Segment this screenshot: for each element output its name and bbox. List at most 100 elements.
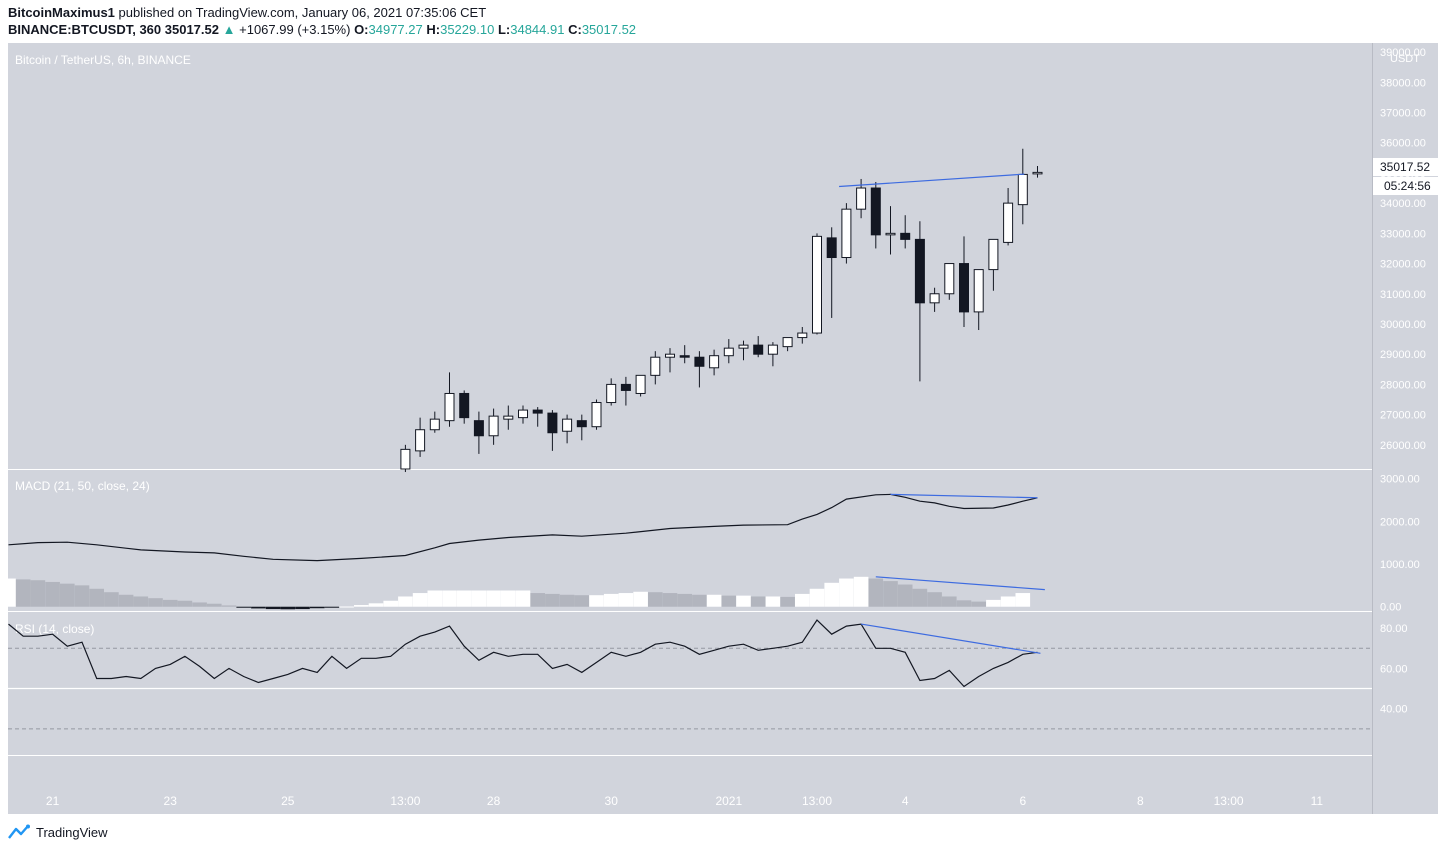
macd-panel-title: MACD (21, 50, close, 24) [15, 479, 150, 493]
macd-histogram-bar [412, 593, 428, 607]
candle-body [518, 409, 528, 419]
macd-histogram-bar [765, 596, 781, 607]
macd-histogram-bar [545, 593, 560, 607]
time-tick-label: 2021 [715, 794, 742, 808]
candle-body [812, 235, 822, 334]
high-value: 35229.10 [440, 22, 495, 37]
candle-body [620, 383, 631, 391]
rsi-tick-label: 60.00 [1380, 663, 1408, 675]
time-tick-label: 13:00 [390, 794, 420, 808]
macd-histogram-bar [956, 600, 972, 607]
time-axis-ticks: 21 23 25 13:00 28 30 2021 13:00 4 6 8 13:00 11 [46, 794, 1323, 808]
macd-histogram-bar [45, 581, 60, 607]
high-label: H: [426, 22, 441, 37]
price-tick-label: 28000.00 [1380, 379, 1426, 391]
candle-body [429, 418, 440, 431]
publisher-name[interactable]: BitcoinMaximus1 [8, 5, 115, 20]
candle-body [576, 420, 587, 428]
macd-histogram-bar [89, 588, 104, 607]
macd-histogram-bar [162, 599, 178, 607]
candle-body [1032, 171, 1043, 175]
macd-histogram [1, 576, 1031, 610]
time-axis[interactable] [8, 756, 1372, 814]
macd-histogram-bar [501, 590, 516, 607]
footer-brand[interactable]: TradingView [8, 824, 108, 840]
macd-histogram-bar [795, 593, 810, 607]
macd-histogram-bar [618, 593, 634, 607]
candle-body [459, 392, 470, 419]
macd-histogram-bar [30, 580, 46, 607]
publish-info: BitcoinMaximus1 published on TradingView… [8, 5, 486, 20]
macd-histogram-bar [236, 606, 251, 608]
candle-body [547, 412, 558, 434]
close-value: 35017.52 [581, 22, 637, 37]
time-tick-label: 30 [605, 794, 619, 808]
macd-histogram-bar [442, 590, 457, 607]
time-tick-label: 6 [1019, 794, 1026, 808]
candle-body [473, 420, 484, 437]
tradingview-logo-icon [8, 824, 30, 839]
macd-line-group [8, 493, 1038, 562]
macd-histogram-bar [839, 578, 854, 607]
price-tick-label: 37000.00 [1380, 107, 1426, 119]
macd-histogram-bar [74, 585, 90, 607]
candle-body [929, 293, 940, 304]
candles [400, 148, 1043, 473]
close-label: C: [568, 22, 582, 37]
macd-histogram-bar [589, 595, 604, 607]
rsi-panel[interactable] [8, 612, 1372, 755]
macd-axis-ticks: 0.00 1000.00 2000.00 3000.00 [1380, 474, 1420, 614]
candle-body [914, 238, 925, 304]
candle-body [665, 353, 675, 358]
macd-histogram-bar [721, 595, 737, 607]
macd-histogram-bar [677, 593, 692, 607]
time-tick-label: 11 [1311, 794, 1324, 808]
macd-histogram-bar [265, 606, 281, 610]
trendlines[interactable] [839, 171, 1379, 654]
macd-histogram-bar [368, 603, 384, 607]
price-panel[interactable] [8, 43, 1372, 469]
macd-panel[interactable] [8, 470, 1372, 611]
macd-histogram-bar [339, 606, 354, 608]
macd-histogram-bar [809, 588, 825, 607]
macd-histogram-bar [427, 590, 443, 607]
price-tick-label: 33000.00 [1380, 228, 1426, 240]
price-tick-label: 34000.00 [1380, 198, 1426, 210]
macd-histogram-bar [780, 596, 795, 607]
triangle-up-icon: ▲ [222, 22, 236, 37]
time-tick-label: 8 [1137, 794, 1144, 808]
macd-histogram-bar [309, 606, 325, 609]
candle-body [709, 355, 720, 369]
time-tick-label: 13:00 [802, 794, 832, 808]
candle-body [723, 347, 734, 357]
candle-body [841, 208, 852, 259]
low-label: L: [497, 22, 511, 37]
macd-histogram-bar [1, 578, 16, 607]
macd-histogram-bar [60, 583, 75, 607]
macd-histogram-bar [971, 601, 986, 607]
time-tick-label: 25 [281, 794, 295, 808]
macd-histogram-bar [662, 593, 678, 607]
candle-body [488, 415, 499, 437]
macd-histogram-bar [324, 606, 340, 608]
macd-histogram-bar [15, 579, 31, 607]
time-tick-label: 21 [46, 794, 60, 808]
macd-histogram-bar [912, 588, 928, 607]
macd-histogram-bar [471, 590, 487, 607]
macd-tick-label: 1000.00 [1380, 559, 1420, 571]
symbol-label: BINANCE:BTCUSDT, 360 [8, 22, 162, 37]
macd-tick-label: 3000.00 [1380, 474, 1420, 486]
time-tick-label: 13:00 [1214, 794, 1244, 808]
candle-body [694, 356, 705, 367]
open-label: O: [354, 22, 369, 37]
price-trendline [839, 173, 1025, 188]
candle-body [885, 232, 896, 236]
candle-body [650, 356, 661, 376]
last-price-tag: 35017.52 05:24:56 [1373, 158, 1438, 195]
candle-body [973, 269, 984, 313]
macd-histogram-bar [148, 598, 163, 607]
candle-body [635, 374, 646, 394]
candle-body [870, 187, 881, 236]
macd-histogram-bar [118, 594, 134, 607]
